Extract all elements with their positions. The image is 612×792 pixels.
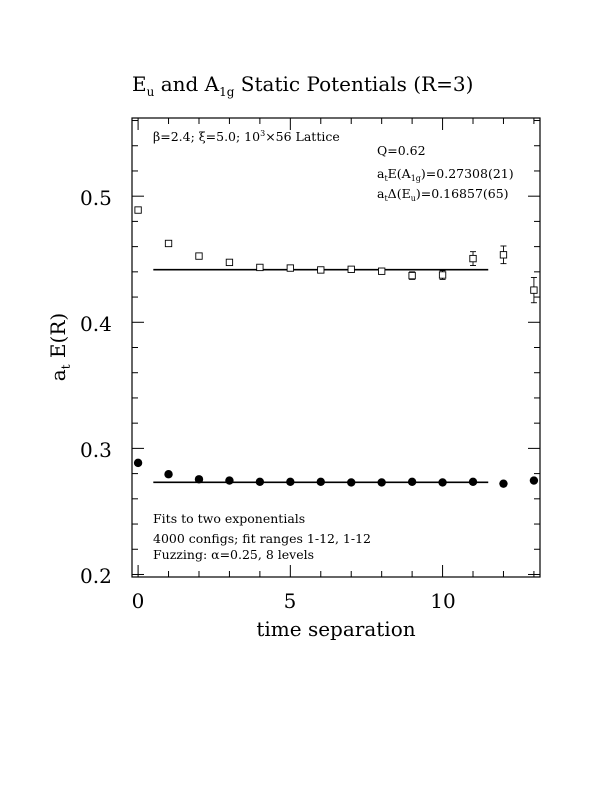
fit-a1g-midsub: 1g <box>411 174 421 183</box>
x-tick-labels: 0 5 10 <box>132 589 456 613</box>
data-point-open-square <box>469 254 477 263</box>
title-eu-main: E <box>132 72 147 96</box>
data-point-open-square <box>317 266 325 274</box>
title-eu-sub: u <box>147 85 155 99</box>
x-tick-label-0: 0 <box>132 589 145 613</box>
data-point-filled-circle <box>468 477 478 486</box>
y-tick-label-0.4: 0.4 <box>80 312 112 336</box>
data-point-open-square <box>408 271 416 280</box>
lattice-sup: 3 <box>260 129 265 138</box>
data-point-open-square <box>378 267 386 275</box>
fit-eu-tail: )=0.16857(65) <box>416 186 509 201</box>
data-point-filled-circle <box>225 476 234 485</box>
y-label-a: a <box>46 369 70 381</box>
data-point-filled-circle <box>164 470 173 479</box>
data-point-filled-circle <box>255 477 265 486</box>
y-tick-label-0.3: 0.3 <box>80 438 112 462</box>
fit-a1g-asub: t <box>384 174 388 183</box>
data-point-open-square <box>286 264 294 272</box>
data-point-open-square <box>134 206 142 214</box>
axis-ticks <box>132 118 540 577</box>
lattice-label: β=2.4; ξ=5.0; 103×56 Lattice <box>153 129 340 144</box>
title-tail: Static Potentials (R=3) <box>234 72 473 96</box>
y-tick-labels: 0.2 0.3 0.4 0.5 <box>80 186 112 588</box>
data-point-open-square <box>225 258 234 267</box>
y-tick-label-0.5: 0.5 <box>80 186 112 210</box>
data-point-filled-circle <box>499 479 508 488</box>
data-point-filled-circle <box>347 478 356 487</box>
note-configs: 4000 configs; fit ranges 1-12, 1-12 <box>153 531 371 546</box>
y-label-tail: E(R) <box>46 313 70 365</box>
fit-eu-midsub: u <box>411 194 416 203</box>
fit-a1g-a: a <box>377 166 385 181</box>
data-point-open-square <box>347 265 355 273</box>
data-point-open-square <box>530 286 538 294</box>
lattice-pre: β=2.4; ξ=5.0; 10 <box>153 129 260 144</box>
data-point-filled-circle <box>286 477 295 486</box>
title-mid: and A <box>154 72 219 96</box>
fit-q: Q=0.62 <box>377 143 426 158</box>
data-point-filled-circle <box>316 477 325 486</box>
note-fuzzing: Fuzzing: α=0.25, 8 levels <box>153 547 314 562</box>
y-label-sub: t <box>59 364 73 369</box>
data-point-filled-circle <box>438 478 447 487</box>
data-point-filled-circle <box>529 476 539 485</box>
data-point-filled-circle <box>133 458 143 468</box>
fit-eu-a: a <box>377 186 385 201</box>
fit-a1g-tail: )=0.27308(21) <box>421 166 514 181</box>
note-fits: Fits to two exponentials <box>153 511 305 526</box>
x-tick-label-10: 10 <box>430 589 455 613</box>
data-point-filled-circle <box>377 478 386 487</box>
data-point-open-square <box>195 252 203 260</box>
data-point-filled-circle <box>194 475 204 484</box>
data-point-open-square <box>256 263 264 272</box>
y-axis-label: at E(R) <box>46 313 73 381</box>
title-a1g-sub: 1g <box>219 85 235 99</box>
x-axis-label: time separation <box>256 617 415 641</box>
data-point-open-square <box>499 251 508 259</box>
chart-title: Eu and A1g Static Potentials (R=3) <box>132 72 473 99</box>
lattice-post: ×56 Lattice <box>265 129 340 144</box>
fit-eu: atΔ(Eu)=0.16857(65) <box>377 186 509 203</box>
fit-eu-asub: t <box>384 194 388 203</box>
data-point-filled-circle <box>407 477 417 486</box>
data-layer <box>133 206 539 488</box>
fit-eu-mid: Δ(E <box>388 186 411 201</box>
data-point-open-square <box>438 271 447 279</box>
fit-a1g-mid: E(A <box>388 166 412 181</box>
data-point-open-square <box>164 239 173 248</box>
fit-a1g: atE(A1g)=0.27308(21) <box>377 166 514 183</box>
y-tick-label-0.2: 0.2 <box>80 564 112 588</box>
x-tick-label-5: 5 <box>284 589 297 613</box>
